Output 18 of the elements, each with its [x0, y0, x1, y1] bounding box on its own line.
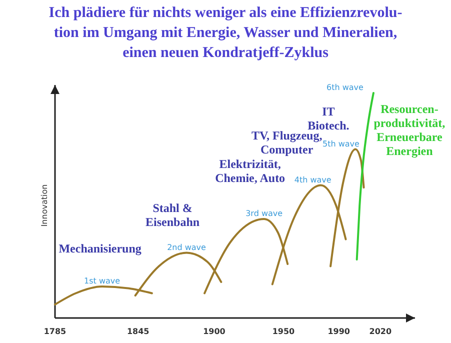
x-tick-label: 1845	[126, 327, 150, 336]
annotation: Resourcen- produktivität, Erneuerbare Energien	[374, 102, 446, 158]
series-label: 6th wave	[326, 83, 364, 92]
annotation: Stahl & Eisenbahn	[146, 200, 200, 229]
x-tick-label: 1785	[44, 327, 67, 336]
x-tick-label: 1950	[272, 327, 296, 336]
series-label: 1st wave	[84, 276, 120, 286]
x-tick-label: 1990	[328, 327, 350, 336]
annotation: Elektrizität, Chemie, Auto	[215, 157, 286, 185]
title: Ich plädiere für nichts weniger als eine Effizienzrevolu- tion im Umgang mit Energie, Wasser und Mineralien, einen neuen Kondratjeff-Zyklus	[48, 5, 402, 61]
x-tick-label: 1900	[203, 327, 226, 336]
series-label: 2nd wave	[167, 242, 206, 252]
series-label: 3rd wave	[246, 209, 283, 218]
x-tick-label: 2020	[369, 327, 392, 336]
series-label: 5th wave	[322, 139, 360, 148]
annotation: Mechanisierung	[58, 242, 142, 256]
series-label: 4th wave	[294, 175, 332, 184]
y-axis-title: Innovation	[40, 184, 49, 227]
